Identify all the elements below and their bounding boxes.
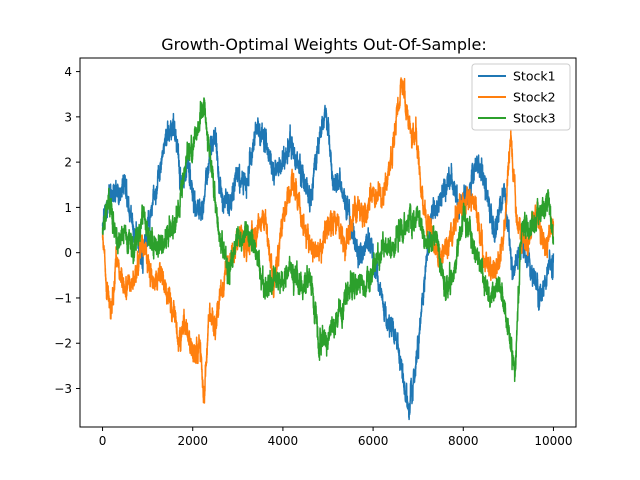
y-axis: −3 −2 −1 0 1 2 3 4 — [54, 65, 80, 396]
axes-frame — [79, 57, 577, 428]
y-tick-label: 4 — [64, 65, 72, 79]
x-tick-label: 4000 — [268, 434, 299, 448]
series-line-stock2 — [101, 77, 555, 404]
legend-label-stock1: Stock1 — [513, 69, 556, 84]
y-tick-label: 0 — [64, 246, 72, 260]
y-tick-label: −1 — [54, 291, 72, 305]
x-tick-label: 2000 — [177, 434, 208, 448]
y-tick-label: 1 — [64, 201, 72, 215]
legend-label-stock2: Stock2 — [513, 90, 556, 105]
x-axis: 0 2000 4000 6000 8000 10000 — [99, 427, 573, 448]
chart-title: Growth-Optimal Weights Out-Of-Sample: — [161, 35, 486, 54]
series-line-stock3 — [101, 97, 555, 383]
x-tick-label: 10000 — [534, 434, 572, 448]
y-tick-label: −2 — [54, 337, 72, 351]
x-tick-label: 8000 — [448, 434, 479, 448]
y-tick-label: 3 — [64, 110, 72, 124]
legend: Stock1 Stock2 Stock3 — [471, 63, 571, 131]
y-tick-label: −3 — [54, 382, 72, 396]
series-line-stock1 — [101, 104, 555, 421]
x-tick-label: 6000 — [358, 434, 389, 448]
y-tick-label: 2 — [64, 156, 72, 170]
legend-label-stock3: Stock3 — [513, 111, 556, 126]
legend-box — [471, 63, 571, 131]
x-tick-label: 0 — [99, 434, 107, 448]
